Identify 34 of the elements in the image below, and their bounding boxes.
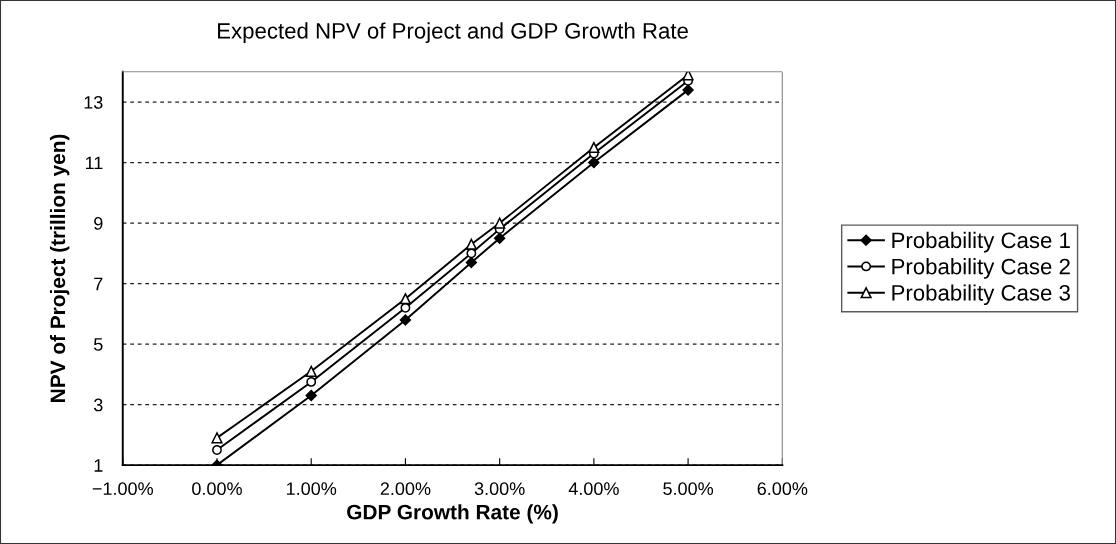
x-tick-label: 0.00%	[192, 482, 242, 496]
point	[465, 238, 478, 250]
x-tick-label: 2.00%	[380, 482, 431, 496]
x-tick-label: 5.00%	[663, 482, 714, 496]
x-tick-label: 4.00%	[568, 482, 619, 496]
point	[305, 365, 317, 377]
point	[306, 376, 317, 387]
point	[399, 314, 412, 326]
y-tick-label: 13	[84, 96, 103, 109]
point	[682, 84, 694, 96]
y-tick-label: 3	[93, 398, 103, 412]
point	[682, 71, 694, 81]
point	[399, 293, 412, 305]
chart-title: Expected NPV of Project and GDP Growth Rate	[218, 22, 688, 44]
y-tick-label: 9	[94, 217, 103, 230]
point	[493, 232, 506, 244]
y-tick-label: 5	[94, 338, 103, 351]
point	[305, 389, 317, 402]
point	[588, 141, 600, 154]
legend-label: Probability Case 3	[892, 284, 1070, 306]
y-axis-title: NPV of Project (trillion yen)	[49, 134, 70, 402]
x-tick-label: 3.00%	[474, 482, 525, 496]
point	[212, 445, 222, 455]
legend-label: Probability Case 1	[892, 231, 1070, 253]
point	[211, 432, 223, 444]
legend-label: Probability Case 2	[892, 258, 1070, 279]
y-tick-label: 7	[94, 277, 103, 291]
x-tick-label: 6.00%	[757, 482, 808, 496]
x-tick-label: 1.00%	[286, 482, 337, 496]
y-tick-label: 11	[85, 156, 103, 170]
x-tick-label: −1.00%	[92, 482, 153, 496]
y-tick-label: 1	[94, 459, 103, 472]
x-axis-title: GDP Growth Rate (%)	[347, 504, 558, 524]
point	[494, 217, 506, 229]
